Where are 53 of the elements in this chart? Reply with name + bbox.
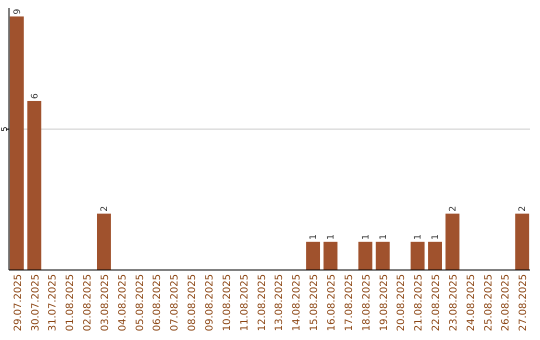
x-tick-label: 29.07.2025 bbox=[12, 274, 24, 332]
data-label: 1 bbox=[326, 234, 336, 240]
x-tick-label: 18.08.2025 bbox=[361, 274, 372, 332]
y-tick-label: 5 bbox=[0, 126, 9, 132]
x-tick-label: 20.08.2025 bbox=[396, 274, 408, 332]
data-label: 9 bbox=[12, 8, 23, 14]
x-tick-label: 23.08.2025 bbox=[448, 274, 460, 332]
x-tick-label: 22.08.2025 bbox=[431, 274, 442, 332]
x-tick-label: 01.08.2025 bbox=[65, 274, 76, 332]
x-tick-label: 31.07.2025 bbox=[48, 274, 59, 332]
data-label: 1 bbox=[414, 234, 424, 240]
x-tick-label: 16.08.2025 bbox=[326, 274, 338, 332]
bar bbox=[428, 242, 442, 270]
x-tick-label: 11.08.2025 bbox=[239, 274, 250, 332]
data-label: 2 bbox=[518, 206, 528, 212]
bar bbox=[96, 214, 111, 270]
x-tick-label: 15.08.2025 bbox=[309, 274, 320, 332]
data-label: 1 bbox=[431, 234, 442, 240]
x-tick-label: 04.08.2025 bbox=[117, 274, 128, 332]
x-tick-label: 12.08.2025 bbox=[256, 274, 268, 332]
x-tick-label: 14.08.2025 bbox=[292, 274, 303, 332]
x-tick-label: 24.08.2025 bbox=[466, 274, 477, 332]
x-tick-label: 25.08.2025 bbox=[483, 274, 494, 332]
data-label: 2 bbox=[448, 206, 458, 212]
x-tick-label: 10.08.2025 bbox=[222, 274, 233, 332]
bar bbox=[27, 100, 42, 270]
x-tick-label: 13.08.2025 bbox=[274, 274, 286, 332]
x-tick-label: 07.08.2025 bbox=[170, 274, 181, 332]
bar bbox=[10, 16, 24, 270]
x-tick-label: 30.07.2025 bbox=[30, 274, 42, 332]
x-tick-label: 17.08.2025 bbox=[344, 274, 355, 332]
bar bbox=[445, 214, 460, 270]
data-label: 1 bbox=[309, 234, 320, 240]
bar bbox=[515, 214, 530, 270]
x-tick-label: 19.08.2025 bbox=[378, 274, 390, 332]
bar bbox=[376, 242, 390, 270]
data-label: 1 bbox=[361, 234, 372, 240]
x-tick-label: 05.08.2025 bbox=[134, 274, 146, 332]
x-tick-label: 09.08.2025 bbox=[204, 274, 216, 332]
x-tick-label: 06.08.2025 bbox=[152, 274, 164, 332]
x-tick-label: 21.08.2025 bbox=[414, 274, 425, 332]
bar bbox=[410, 242, 425, 270]
bar bbox=[324, 242, 338, 270]
data-label: 1 bbox=[378, 234, 389, 240]
x-tick-label: 08.08.2025 bbox=[187, 274, 198, 332]
x-tick-label: 27.08.2025 bbox=[518, 274, 530, 332]
x-tick-label: 03.08.2025 bbox=[100, 274, 111, 332]
data-label: 6 bbox=[30, 92, 40, 99]
data-label: 2 bbox=[100, 206, 110, 212]
bar bbox=[306, 242, 320, 270]
bar bbox=[358, 242, 372, 270]
x-tick-label: 26.08.2025 bbox=[500, 274, 512, 332]
x-tick-label: 02.08.2025 bbox=[82, 274, 94, 332]
